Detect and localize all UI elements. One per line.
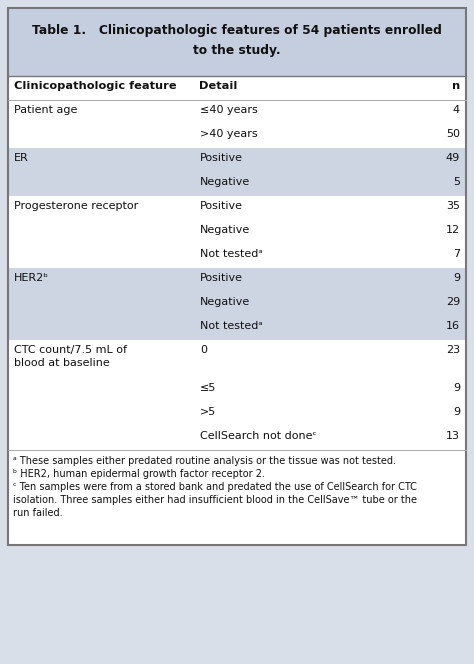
Text: 13: 13 bbox=[446, 431, 460, 441]
Text: 4: 4 bbox=[453, 105, 460, 115]
Text: 9: 9 bbox=[453, 273, 460, 283]
Bar bbox=[8, 8, 466, 545]
Text: Positive: Positive bbox=[200, 273, 243, 283]
Bar bbox=[8, 378, 466, 402]
Text: 50: 50 bbox=[446, 129, 460, 139]
Text: CTC count/7.5 mL of
blood at baseline: CTC count/7.5 mL of blood at baseline bbox=[14, 345, 127, 369]
Bar bbox=[8, 292, 466, 316]
Text: ᶜ Ten samples were from a stored bank and predated the use of CellSearch for CTC: ᶜ Ten samples were from a stored bank an… bbox=[13, 482, 417, 492]
Text: ER: ER bbox=[14, 153, 29, 163]
Text: 49: 49 bbox=[446, 153, 460, 163]
Bar bbox=[8, 268, 466, 292]
Bar bbox=[8, 426, 466, 450]
Bar bbox=[8, 124, 466, 148]
Text: ᵇ HER2, human epidermal growth factor receptor 2.: ᵇ HER2, human epidermal growth factor re… bbox=[13, 469, 265, 479]
Text: 5: 5 bbox=[453, 177, 460, 187]
Text: HER2ᵇ: HER2ᵇ bbox=[14, 273, 49, 283]
Text: Not testedᵃ: Not testedᵃ bbox=[200, 249, 263, 259]
Text: to the study.: to the study. bbox=[193, 44, 281, 57]
Text: 29: 29 bbox=[446, 297, 460, 307]
Text: >5: >5 bbox=[200, 407, 216, 417]
Text: Progesterone receptor: Progesterone receptor bbox=[14, 201, 138, 211]
Text: 9: 9 bbox=[453, 407, 460, 417]
Text: ≤40 years: ≤40 years bbox=[200, 105, 258, 115]
Bar bbox=[8, 220, 466, 244]
Text: 23: 23 bbox=[446, 345, 460, 355]
Text: Not testedᵃ: Not testedᵃ bbox=[200, 321, 263, 331]
Text: ᵃ These samples either predated routine analysis or the tissue was not tested.: ᵃ These samples either predated routine … bbox=[13, 456, 396, 466]
Text: >40 years: >40 years bbox=[200, 129, 258, 139]
Bar bbox=[8, 8, 466, 76]
Bar bbox=[8, 450, 466, 545]
Bar bbox=[8, 76, 466, 100]
Text: ≤5: ≤5 bbox=[200, 383, 216, 393]
Text: isolation. Three samples either had insufficient blood in the CellSave™ tube or : isolation. Three samples either had insu… bbox=[13, 495, 417, 505]
Bar bbox=[8, 148, 466, 172]
Text: Table 1.   Clinicopathologic features of 54 patients enrolled: Table 1. Clinicopathologic features of 5… bbox=[32, 24, 442, 37]
Text: 12: 12 bbox=[446, 225, 460, 235]
Bar bbox=[8, 100, 466, 124]
Text: 35: 35 bbox=[446, 201, 460, 211]
Text: 16: 16 bbox=[446, 321, 460, 331]
Text: CellSearch not doneᶜ: CellSearch not doneᶜ bbox=[200, 431, 317, 441]
Bar bbox=[8, 244, 466, 268]
Text: Negative: Negative bbox=[200, 225, 250, 235]
Bar bbox=[8, 196, 466, 220]
Text: Negative: Negative bbox=[200, 177, 250, 187]
Text: Positive: Positive bbox=[200, 201, 243, 211]
Text: n: n bbox=[452, 81, 460, 91]
Text: Negative: Negative bbox=[200, 297, 250, 307]
Text: Detail: Detail bbox=[199, 81, 237, 91]
Text: 7: 7 bbox=[453, 249, 460, 259]
Text: run failed.: run failed. bbox=[13, 508, 63, 518]
Bar bbox=[8, 316, 466, 340]
Bar bbox=[8, 402, 466, 426]
Text: Positive: Positive bbox=[200, 153, 243, 163]
Text: 0: 0 bbox=[200, 345, 207, 355]
Bar bbox=[8, 340, 466, 378]
Text: Clinicopathologic feature: Clinicopathologic feature bbox=[14, 81, 177, 91]
Text: Patient age: Patient age bbox=[14, 105, 77, 115]
Bar bbox=[8, 172, 466, 196]
Text: 9: 9 bbox=[453, 383, 460, 393]
